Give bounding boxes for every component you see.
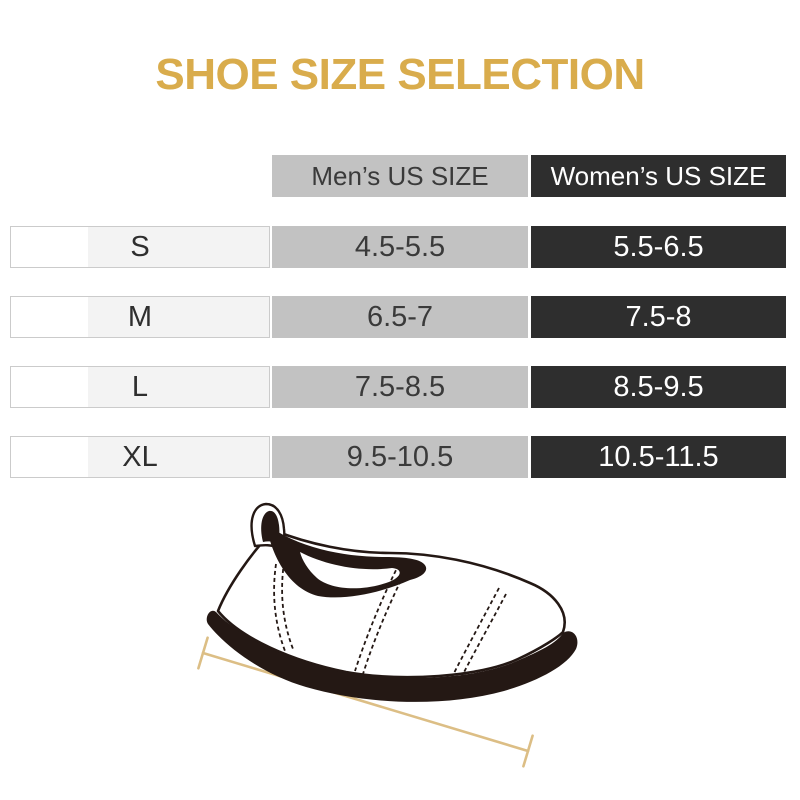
size-cell-shade [88, 367, 269, 407]
womens-range-l: 8.5-9.5 [531, 366, 786, 408]
header-mens-us-size: Men’s US SIZE [272, 155, 528, 197]
size-label: M [127, 300, 153, 333]
size-cell-shade [88, 227, 269, 267]
mens-range-m: 6.5-7 [272, 296, 528, 338]
slipper-illustration [197, 502, 578, 768]
mens-range-s: 4.5-5.5 [272, 226, 528, 268]
size-label-cell-m: M [10, 296, 270, 338]
size-label: S [130, 230, 150, 263]
quilting-seams [273, 561, 507, 683]
shoe-sole [206, 610, 578, 702]
length-measure-line [197, 636, 534, 768]
size-label: L [131, 370, 149, 403]
womens-range-s: 5.5-6.5 [531, 226, 786, 268]
collar-strap [266, 524, 427, 598]
size-cell-shade [88, 297, 269, 337]
header-womens-us-size: Women’s US SIZE [531, 155, 786, 197]
size-cell-shade [88, 437, 269, 477]
mens-range-xl: 9.5-10.5 [272, 436, 528, 478]
size-label-cell-s: S [10, 226, 270, 268]
size-label-cell-xl: XL [10, 436, 270, 478]
size-label: XL [122, 440, 158, 473]
page-title: SHOE SIZE SELECTION [155, 50, 645, 99]
mens-range-l: 7.5-8.5 [272, 366, 528, 408]
womens-range-xl: 10.5-11.5 [531, 436, 786, 478]
size-label-cell-l: L [10, 366, 270, 408]
womens-range-m: 7.5-8 [531, 296, 786, 338]
